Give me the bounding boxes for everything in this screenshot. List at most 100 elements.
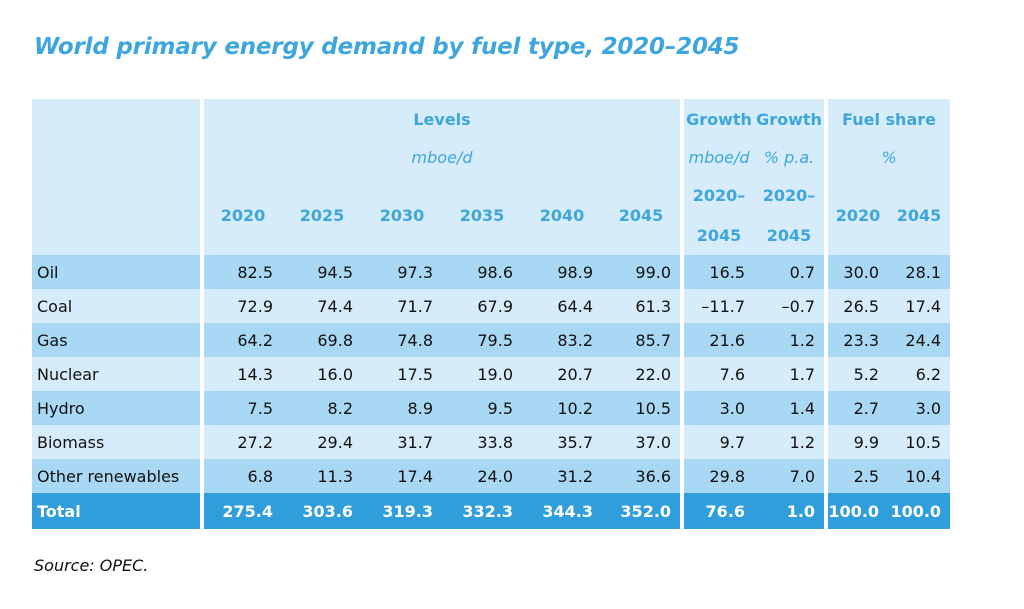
energy-demand-table: Levels Growth Growth Fuel share mboe/d m… xyxy=(32,99,951,529)
growth-pa-cell: 0.7 xyxy=(754,255,827,289)
source-note: Source: OPEC. xyxy=(34,556,149,575)
table-body: Oil 82.5 94.5 97.3 98.6 98.9 99.0 16.5 0.7 30.0 28… xyxy=(32,255,951,529)
share-cell: 30.0 xyxy=(824,255,889,289)
level-cell: 344.3 xyxy=(522,493,602,529)
table-header: Levels Growth Growth Fuel share mboe/d m… xyxy=(32,99,951,255)
level-cell: 64.2 xyxy=(200,323,282,357)
growth-pa-unit: % p.a. xyxy=(754,139,827,175)
growth-pa-cell: 7.0 xyxy=(754,459,827,493)
growth-pa-cell: 1.2 xyxy=(754,425,827,459)
total-row: Total 275.4 303.6 319.3 332.3 344.3 352.0 76.6 1… xyxy=(32,493,951,529)
table-row: Biomass 27.2 29.4 31.7 33.8 35.7 37.0 9.7 1.2 9.9… xyxy=(32,425,951,459)
level-cell: 82.5 xyxy=(200,255,282,289)
share-cell: 17.4 xyxy=(888,289,951,323)
level-cell: 19.0 xyxy=(442,357,522,391)
growth-cell: 29.8 xyxy=(680,459,755,493)
level-cell: 27.2 xyxy=(200,425,282,459)
level-cell: 17.4 xyxy=(362,459,442,493)
level-cell: 31.7 xyxy=(362,425,442,459)
level-cell: 69.8 xyxy=(282,323,362,357)
share-cell: 5.2 xyxy=(824,357,889,391)
share-cell: 23.3 xyxy=(824,323,889,357)
table-row: Gas 64.2 69.8 74.8 79.5 83.2 85.7 21.6 1.2 23.3 24… xyxy=(32,323,951,357)
level-cell: 6.8 xyxy=(200,459,282,493)
level-cell: 16.0 xyxy=(282,357,362,391)
level-cell: 64.4 xyxy=(522,289,602,323)
page-title: World primary energy demand by fuel type… xyxy=(34,34,740,60)
level-cell: 9.5 xyxy=(442,391,522,425)
fuel-label: Gas xyxy=(32,323,202,357)
level-cell: 71.7 xyxy=(362,289,442,323)
share-cell: 100.0 xyxy=(824,493,889,529)
fuel-label: Oil xyxy=(32,255,202,289)
level-cell: 98.6 xyxy=(442,255,522,289)
level-cell: 97.3 xyxy=(362,255,442,289)
level-cell: 31.2 xyxy=(522,459,602,493)
levels-unit: mboe/d xyxy=(199,139,683,175)
growth-period-end: 2045 xyxy=(680,215,755,255)
level-cell: 67.9 xyxy=(442,289,522,323)
level-cell: 74.4 xyxy=(282,289,362,323)
level-cell: 79.5 xyxy=(442,323,522,357)
share-cell: 2.7 xyxy=(824,391,889,425)
growth-period-start: 2020– xyxy=(680,175,755,215)
level-cell: 10.2 xyxy=(522,391,602,425)
level-cell: 8.2 xyxy=(282,391,362,425)
level-cell: 11.3 xyxy=(282,459,362,493)
fuel-label: Total xyxy=(32,493,202,529)
level-cell: 275.4 xyxy=(200,493,282,529)
level-cell: 24.0 xyxy=(442,459,522,493)
table-row: Other renewables 6.8 11.3 17.4 24.0 31.2 36.6 2… xyxy=(32,459,951,493)
header-blank-cell xyxy=(32,99,202,255)
level-cell: 99.0 xyxy=(602,255,683,289)
growth-pa-cell: –0.7 xyxy=(754,289,827,323)
growth-cell: –11.7 xyxy=(680,289,755,323)
growth-pa-period-end: 2045 xyxy=(754,215,827,255)
share-year-header: 2020 xyxy=(824,175,889,255)
year-header: 2040 xyxy=(522,175,602,255)
growth-cell: 16.5 xyxy=(680,255,755,289)
year-header: 2045 xyxy=(602,175,683,255)
share-cell: 10.5 xyxy=(888,425,951,459)
fuel-share-header: Fuel share xyxy=(824,99,951,139)
level-cell: 33.8 xyxy=(442,425,522,459)
level-cell: 319.3 xyxy=(362,493,442,529)
share-cell: 100.0 xyxy=(888,493,951,529)
level-cell: 85.7 xyxy=(602,323,683,357)
growth-cell: 21.6 xyxy=(680,323,755,357)
level-cell: 22.0 xyxy=(602,357,683,391)
share-cell: 24.4 xyxy=(888,323,951,357)
growth-pa-cell: 1.2 xyxy=(754,323,827,357)
share-cell: 2.5 xyxy=(824,459,889,493)
share-cell: 28.1 xyxy=(888,255,951,289)
level-cell: 14.3 xyxy=(200,357,282,391)
growth-cell: 3.0 xyxy=(680,391,755,425)
level-cell: 98.9 xyxy=(522,255,602,289)
growth-cell: 9.7 xyxy=(680,425,755,459)
growth-pa-cell: 1.0 xyxy=(754,493,827,529)
level-cell: 74.8 xyxy=(362,323,442,357)
table-row: Hydro 7.5 8.2 8.9 9.5 10.2 10.5 3.0 1.4 2.7 3.0 xyxy=(32,391,951,425)
level-cell: 37.0 xyxy=(602,425,683,459)
table-row: Coal 72.9 74.4 71.7 67.9 64.4 61.3 –11.7 –0.7 26.… xyxy=(32,289,951,323)
growth-pa-cell: 1.7 xyxy=(754,357,827,391)
table-row: Nuclear 14.3 16.0 17.5 19.0 20.7 22.0 7.6 1.7 5.2… xyxy=(32,357,951,391)
share-cell: 26.5 xyxy=(824,289,889,323)
level-cell: 36.6 xyxy=(602,459,683,493)
level-cell: 17.5 xyxy=(362,357,442,391)
fuel-label: Biomass xyxy=(32,425,202,459)
level-cell: 20.7 xyxy=(522,357,602,391)
level-cell: 94.5 xyxy=(282,255,362,289)
level-cell: 10.5 xyxy=(602,391,683,425)
share-year-header: 2045 xyxy=(888,175,951,255)
year-header: 2020 xyxy=(200,175,282,255)
share-cell: 3.0 xyxy=(888,391,951,425)
year-header: 2025 xyxy=(282,175,362,255)
levels-header: Levels xyxy=(199,99,683,139)
growth-pa-header: Growth xyxy=(754,99,827,139)
level-cell: 352.0 xyxy=(602,493,683,529)
growth-cell: 76.6 xyxy=(680,493,755,529)
share-cell: 6.2 xyxy=(888,357,951,391)
fuel-share-unit: % xyxy=(824,139,951,175)
level-cell: 72.9 xyxy=(200,289,282,323)
